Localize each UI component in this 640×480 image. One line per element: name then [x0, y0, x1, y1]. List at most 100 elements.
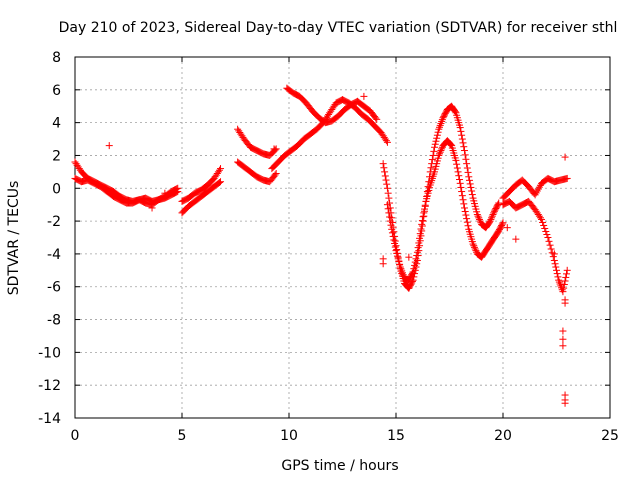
data-point	[536, 214, 544, 222]
data-point	[552, 263, 560, 271]
data-point	[453, 164, 461, 172]
data-point	[459, 139, 467, 147]
data-point	[436, 148, 444, 156]
axis-ticks: 0 5 10 15 20 25 -14 -12 -10 -8 -6 -4 -2 0 2 4 6 8	[38, 50, 619, 444]
grid	[75, 57, 610, 418]
data-point	[490, 209, 498, 217]
data-points	[71, 84, 571, 407]
data-point	[380, 164, 388, 172]
data-point	[418, 220, 426, 228]
y-tick-label: 8	[52, 50, 61, 66]
data-point	[541, 224, 549, 232]
data-point	[462, 211, 470, 219]
data-point	[411, 258, 419, 266]
data-point	[465, 176, 473, 184]
data-point	[489, 211, 497, 219]
data-point	[563, 174, 571, 182]
x-tick-label: 5	[178, 428, 187, 444]
data-point	[382, 137, 390, 145]
data-point	[456, 124, 464, 132]
data-point	[434, 128, 442, 136]
data-point	[161, 189, 169, 197]
data-point	[562, 270, 570, 278]
data-point	[560, 284, 568, 292]
data-point	[421, 205, 429, 213]
data-point	[405, 253, 413, 261]
data-point	[547, 245, 555, 253]
data-point	[559, 335, 567, 343]
data-point	[466, 180, 474, 188]
x-tick-label: 25	[601, 428, 619, 444]
data-point	[383, 138, 391, 146]
data-point	[431, 140, 439, 148]
y-tick-label: 2	[52, 148, 61, 164]
y-tick-label: -4	[47, 247, 61, 263]
data-point	[561, 296, 569, 304]
x-tick-label: 15	[387, 428, 405, 444]
y-tick-label: 4	[52, 116, 61, 132]
data-point	[384, 189, 392, 197]
data-point	[427, 164, 435, 172]
data-point	[463, 164, 471, 172]
data-point	[457, 183, 465, 191]
data-point	[435, 151, 443, 159]
data-point	[419, 213, 427, 221]
y-tick-label: -14	[38, 411, 61, 427]
y-tick-label: 6	[52, 83, 61, 99]
data-point	[472, 247, 480, 255]
y-tick-label: 0	[52, 181, 61, 197]
y-axis-label: SDTVAR / TECUs	[6, 181, 22, 296]
data-point	[383, 201, 391, 209]
data-point	[474, 212, 482, 220]
data-point	[561, 399, 569, 407]
data-point	[458, 188, 466, 196]
data-point	[559, 288, 567, 296]
data-point	[411, 261, 419, 269]
data-point	[464, 222, 472, 230]
data-point	[418, 217, 426, 225]
data-point	[391, 240, 399, 248]
y-tick-label: -12	[38, 378, 61, 394]
data-point	[463, 215, 471, 223]
data-point	[433, 134, 441, 142]
data-point	[446, 140, 454, 148]
data-point	[470, 243, 478, 251]
data-point	[426, 173, 434, 181]
data-point	[538, 215, 546, 223]
data-point	[562, 273, 570, 281]
data-point	[433, 131, 441, 139]
data-point	[460, 200, 468, 208]
data-point	[452, 156, 460, 164]
data-point	[410, 265, 418, 273]
data-point	[447, 141, 455, 149]
data-point	[416, 230, 424, 238]
data-point	[461, 151, 469, 159]
data-point	[384, 205, 392, 213]
data-point	[460, 143, 468, 151]
data-point	[460, 147, 468, 155]
data-point	[383, 180, 391, 188]
data-point	[415, 239, 423, 247]
data-point	[385, 209, 393, 217]
data-point	[428, 156, 436, 164]
data-point	[486, 217, 494, 225]
data-point	[554, 273, 562, 281]
data-point	[461, 208, 469, 216]
x-tick-label: 20	[494, 428, 512, 444]
data-point	[488, 212, 496, 220]
data-point	[561, 277, 569, 285]
data-point	[473, 211, 481, 219]
data-point	[215, 166, 223, 174]
data-point	[463, 218, 471, 226]
data-point	[475, 214, 483, 222]
data-point	[542, 227, 550, 235]
data-point	[379, 260, 387, 268]
data-point	[459, 196, 467, 204]
data-point	[468, 191, 476, 199]
data-point	[475, 215, 483, 223]
x-tick-label: 0	[71, 428, 80, 444]
y-tick-label: -10	[38, 345, 61, 361]
data-point	[373, 115, 381, 123]
data-point	[539, 218, 547, 226]
data-point	[271, 146, 279, 154]
